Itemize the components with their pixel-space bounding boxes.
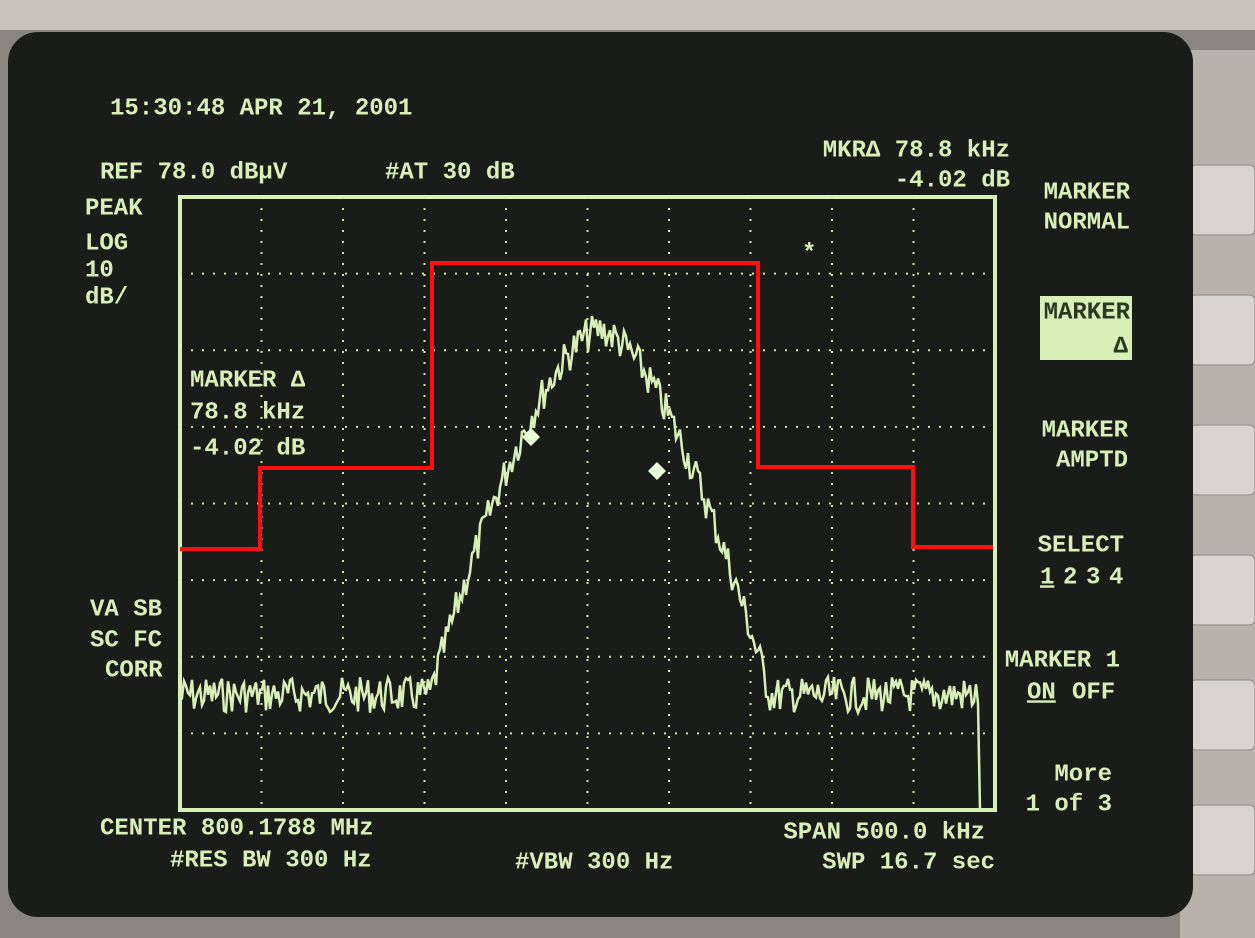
span: SPAN 500.0 kHz <box>783 819 985 846</box>
timestamp: 15:30:48 APR 21, 2001 <box>110 95 412 122</box>
hard-buttons <box>1189 164 1255 876</box>
attenuation: #AT 30 dB <box>385 159 515 186</box>
softkey-option[interactable]: ON <box>1027 679 1056 706</box>
softkey-highlight <box>1040 296 1132 360</box>
marker-delta: MKR∆ 78.8 kHz <box>823 137 1010 164</box>
reference: REF 78.0 dBµV <box>100 159 288 186</box>
marker-box: -4.02 dB <box>190 435 305 462</box>
softkey[interactable]: MARKER <box>1044 179 1131 206</box>
flag: VA SB <box>90 596 162 623</box>
softkey[interactable]: 1 of 3 <box>1026 791 1112 818</box>
crt <box>8 32 1193 917</box>
trace <box>179 315 982 811</box>
flag: SC FC <box>90 627 162 654</box>
softkey[interactable]: MARKER <box>1044 299 1131 326</box>
scale: LOG <box>85 230 128 257</box>
marker-delta-amplitude: -4.02 dB <box>895 167 1010 194</box>
softkey-option[interactable]: OFF <box>1072 679 1115 706</box>
softkey[interactable]: NORMAL <box>1044 209 1130 236</box>
marker-box: MARKER ∆ <box>190 367 306 394</box>
softkey-option[interactable]: 2 <box>1063 564 1077 591</box>
softkey[interactable]: SELECT <box>1038 532 1124 559</box>
softkey[interactable]: MARKER <box>1042 417 1129 444</box>
center-frequency: CENTER 800.1788 MHz <box>100 815 374 842</box>
softkey[interactable]: ∆ <box>1114 333 1129 360</box>
asterisk: * <box>802 240 816 267</box>
softkey[interactable]: AMPTD <box>1056 447 1128 474</box>
softkey-option[interactable]: 1 <box>1040 564 1054 591</box>
scale: 10 <box>85 257 114 284</box>
res-bw: #RES BW 300 Hz <box>170 847 372 874</box>
detector: PEAK <box>85 195 143 222</box>
limit-mask <box>180 261 993 551</box>
bezel-top <box>0 0 1255 30</box>
softkey[interactable]: MARKER 1 <box>1005 647 1120 674</box>
vbw: #VBW 300 Hz <box>515 849 673 876</box>
softkey-option[interactable]: 4 <box>1109 564 1123 591</box>
scale: dB/ <box>85 284 128 311</box>
softkey-option[interactable]: 3 <box>1086 564 1100 591</box>
flag: CORR <box>105 657 163 684</box>
marker-box: 78.8 kHz <box>190 399 305 426</box>
softkey[interactable]: More <box>1054 761 1112 788</box>
sweep: SWP 16.7 sec <box>822 849 995 876</box>
